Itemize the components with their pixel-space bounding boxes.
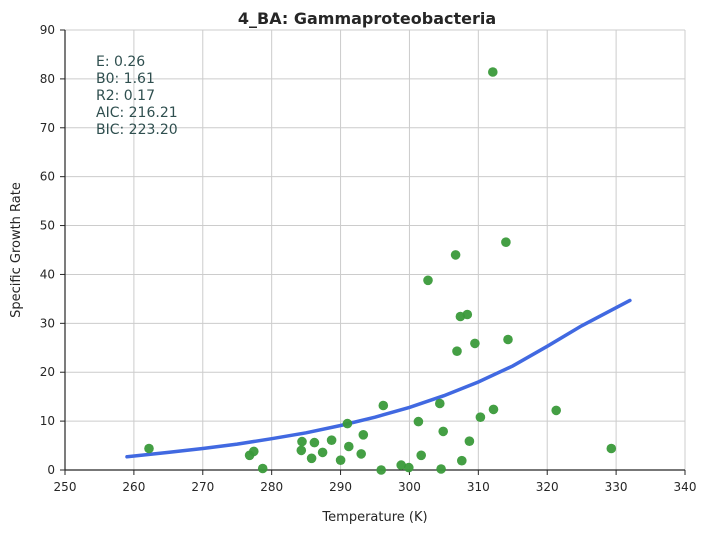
stat-r2: R2: 0.17 [96, 88, 155, 104]
data-point-12 [344, 441, 354, 452]
data-point-34 [488, 404, 499, 415]
data-point-7 [309, 437, 320, 448]
y-tick-label-9: 90 [40, 23, 55, 37]
fit-curve [125, 298, 632, 459]
data-point-35 [501, 237, 511, 247]
data-point-29 [462, 309, 473, 320]
fit-statistics: E: 0.26 B0: 1.61 R2: 0.17 AIC: 216.21 BI… [96, 54, 178, 138]
data-point-8 [317, 447, 328, 458]
y-tick-label-1: 10 [40, 414, 55, 428]
data-point-6 [306, 453, 317, 464]
x-tick-label-4: 290 [329, 480, 352, 494]
chart-title: 4_BA: Gammaproteobacteria [238, 9, 496, 28]
x-tick-labels: 250 260 270 280 290 300 310 320 330 340 [54, 470, 697, 494]
data-point-33 [488, 67, 498, 77]
x-tick-label-9: 340 [674, 480, 697, 494]
data-point-38 [606, 443, 617, 454]
stat-bic: BIC: 223.20 [96, 122, 178, 138]
data-point-4 [296, 445, 307, 456]
data-point-19 [413, 416, 424, 427]
data-point-3 [257, 463, 268, 474]
stat-b0: B0: 1.61 [96, 71, 155, 87]
fit-curve-layer [125, 298, 632, 459]
data-point-23 [436, 464, 446, 474]
y-tick-label-4: 40 [40, 267, 55, 281]
y-tick-label-8: 80 [40, 72, 55, 86]
x-tick-label-2: 270 [191, 480, 214, 494]
y-tick-label-2: 20 [40, 365, 55, 379]
data-point-22 [435, 398, 445, 409]
axes [64, 30, 685, 471]
data-points-layer [144, 67, 617, 475]
data-point-16 [378, 400, 389, 411]
x-tick-label-5: 300 [398, 480, 421, 494]
y-axis-label: Specific Growth Rate [9, 182, 24, 318]
y-tick-label-5: 50 [40, 219, 55, 233]
data-point-30 [464, 436, 475, 447]
data-point-21 [423, 275, 433, 286]
y-tick-labels: 0 10 20 30 40 50 60 70 80 90 [40, 23, 65, 477]
data-point-13 [356, 449, 367, 459]
data-point-26 [452, 346, 462, 357]
data-point-15 [376, 465, 387, 475]
data-point-20 [416, 450, 427, 461]
data-point-0 [144, 443, 154, 454]
x-tick-label-6: 310 [467, 480, 490, 494]
data-point-17 [396, 460, 407, 470]
y-tick-label-7: 70 [40, 121, 55, 135]
y-tick-label-0: 0 [47, 463, 55, 477]
data-point-11 [342, 418, 353, 429]
plot-background [65, 30, 685, 470]
data-point-2 [249, 446, 259, 457]
x-axis-label: Temperature (K) [321, 510, 427, 525]
x-tick-label-1: 260 [122, 480, 145, 494]
y-tick-label-3: 30 [40, 316, 55, 330]
x-tick-label-0: 250 [54, 480, 77, 494]
data-point-32 [475, 412, 486, 423]
data-point-28 [457, 455, 467, 466]
y-tick-label-6: 60 [40, 170, 55, 184]
data-point-36 [503, 334, 513, 345]
data-point-24 [438, 426, 449, 437]
stat-e: E: 0.26 [96, 54, 145, 70]
x-tick-label-3: 280 [260, 480, 283, 494]
data-point-14 [358, 430, 369, 440]
data-point-31 [470, 338, 480, 349]
data-point-37 [551, 405, 561, 416]
data-point-25 [450, 250, 461, 260]
x-tick-label-7: 320 [536, 480, 559, 494]
stat-aic: AIC: 216.21 [96, 105, 178, 121]
data-point-10 [335, 455, 346, 466]
data-point-18 [404, 462, 414, 473]
data-point-9 [326, 435, 337, 446]
data-point-5 [297, 436, 307, 447]
x-tick-label-8: 330 [605, 480, 628, 494]
